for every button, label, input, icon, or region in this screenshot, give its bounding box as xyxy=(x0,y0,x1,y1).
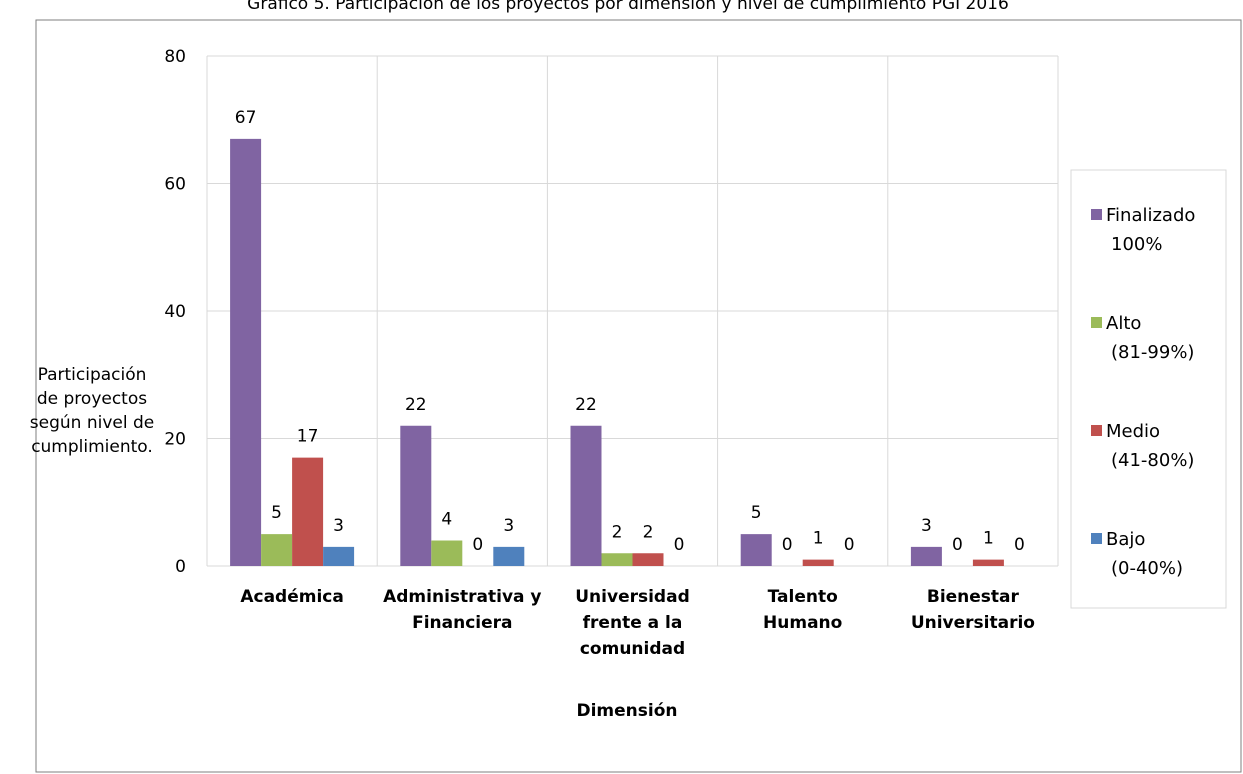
legend-label: Bajo xyxy=(1106,529,1145,550)
legend-label: Finalizado xyxy=(1106,205,1195,226)
data-label: 5 xyxy=(751,503,762,523)
x-axis-ticks: Académica Administrativa y Financiera Unive… xyxy=(240,587,1035,659)
chart-title: Gráfico 5. Participación de los proyecto… xyxy=(247,0,1009,14)
data-label: 1 xyxy=(813,529,824,549)
chart-border xyxy=(35,19,1242,773)
legend: Finalizado 100% Alto (81-99%) Medio (41-80%)… xyxy=(1070,169,1227,609)
y-axis-label-line: Participación xyxy=(38,365,147,385)
x-tick-label: Financiera xyxy=(412,613,512,633)
y-axis-label: Participación de proyectos según nivel de c… xyxy=(30,365,154,457)
legend-label: (81-99%) xyxy=(1111,342,1194,363)
x-tick-label: frente a la xyxy=(583,613,683,633)
data-label: 0 xyxy=(952,535,963,555)
data-label: 17 xyxy=(297,427,319,447)
y-axis-label-line: de proyectos xyxy=(37,389,147,409)
bar xyxy=(400,425,432,566)
data-label: 2 xyxy=(643,522,654,542)
bar xyxy=(740,534,772,566)
legend-label: (41-80%) xyxy=(1111,450,1194,471)
y-tick-label: 20 xyxy=(164,430,186,450)
y-axis-label-line: cumplimiento. xyxy=(31,437,153,457)
bar xyxy=(261,534,293,566)
x-tick-label: Académica xyxy=(240,587,344,607)
legend-swatch xyxy=(1091,317,1102,328)
x-tick-label: Universidad xyxy=(575,587,689,607)
y-axis-ticks: 0 20 40 60 80 xyxy=(164,47,186,577)
data-label: 22 xyxy=(405,395,427,415)
data-label: 4 xyxy=(441,510,452,530)
bar xyxy=(323,546,355,566)
data-label: 3 xyxy=(503,516,514,536)
data-label: 0 xyxy=(472,535,483,555)
data-label: 0 xyxy=(674,535,685,555)
bar xyxy=(493,546,525,566)
bar xyxy=(910,546,942,566)
data-label: 0 xyxy=(1014,535,1025,555)
data-label: 1 xyxy=(983,529,994,549)
bar xyxy=(601,553,633,566)
legend-swatch xyxy=(1091,425,1102,436)
bar xyxy=(972,559,1004,566)
legend-swatch xyxy=(1091,533,1102,544)
bar xyxy=(570,425,602,566)
x-tick-label: Humano xyxy=(763,613,842,633)
legend-label: 100% xyxy=(1111,234,1162,255)
legend-label: Alto xyxy=(1106,313,1141,334)
data-label: 0 xyxy=(844,535,855,555)
x-axis-title: Dimensión xyxy=(576,701,677,721)
legend-label: (0-40%) xyxy=(1111,558,1183,579)
x-tick-label: comunidad xyxy=(580,639,685,659)
data-label: 22 xyxy=(575,395,597,415)
bar xyxy=(230,138,262,566)
bar xyxy=(292,457,324,566)
y-tick-label: 60 xyxy=(164,175,186,195)
data-label: 0 xyxy=(782,535,793,555)
x-tick-label: Universitario xyxy=(911,613,1035,633)
y-tick-label: 0 xyxy=(175,557,186,577)
y-tick-label: 40 xyxy=(164,302,186,322)
y-axis-label-line: según nivel de xyxy=(30,413,154,433)
data-label: 3 xyxy=(921,516,932,536)
data-label: 5 xyxy=(271,503,282,523)
data-label: 3 xyxy=(333,516,344,536)
x-tick-label: Talento xyxy=(768,587,838,607)
data-label: 67 xyxy=(235,108,257,128)
bar xyxy=(802,559,834,566)
bar xyxy=(431,540,463,566)
legend-swatch xyxy=(1091,209,1102,220)
x-tick-label: Administrativa y xyxy=(383,587,541,607)
x-tick-label: Bienestar xyxy=(927,587,1020,607)
y-tick-label: 80 xyxy=(164,47,186,67)
grid xyxy=(206,55,1059,567)
data-label: 2 xyxy=(612,522,623,542)
bar xyxy=(632,553,664,566)
bars xyxy=(230,138,1004,566)
legend-label: Medio xyxy=(1106,421,1160,442)
